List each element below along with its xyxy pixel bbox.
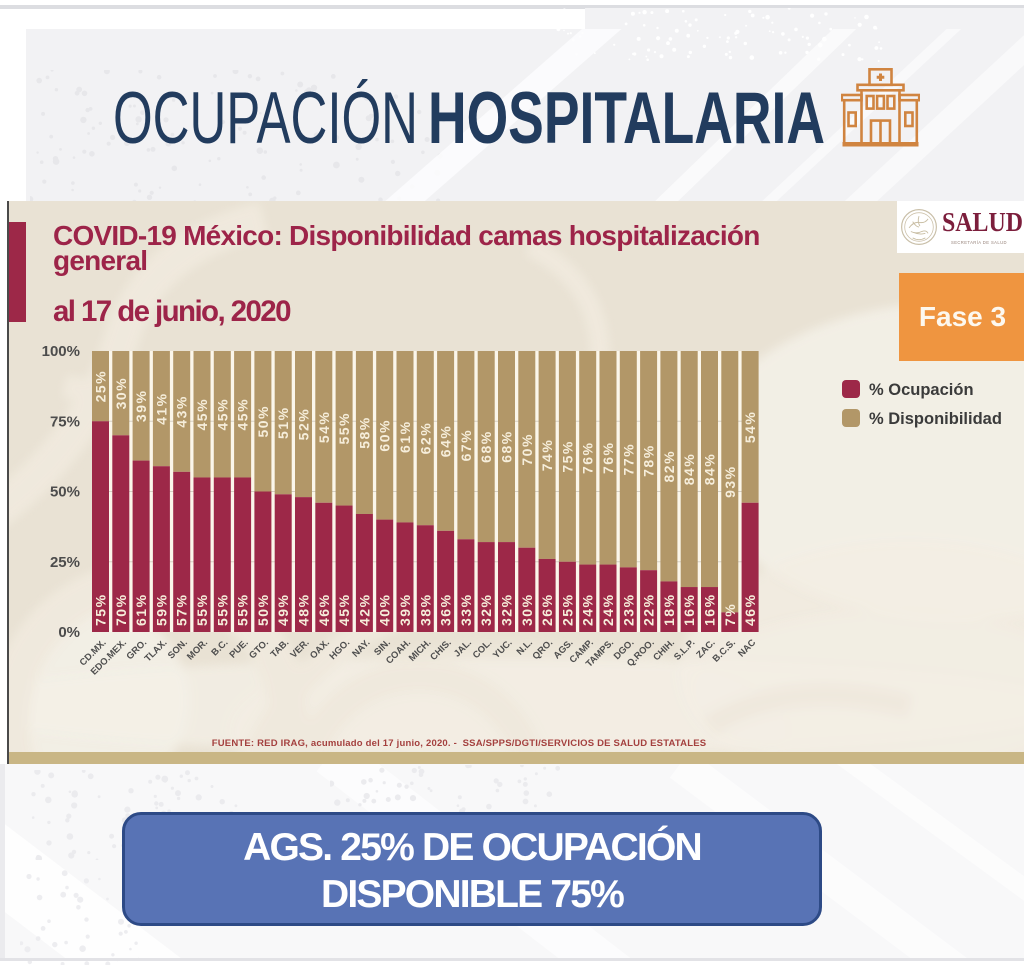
svg-text:75%: 75% (93, 593, 109, 626)
svg-text:CHIH.: CHIH. (650, 637, 676, 663)
svg-text:NAY.: NAY. (350, 637, 372, 659)
svg-text:55%: 55% (214, 593, 230, 626)
svg-text:32%: 32% (499, 593, 515, 626)
svg-text:70%: 70% (519, 433, 535, 466)
svg-text:MOR.: MOR. (184, 637, 209, 662)
svg-text:82%: 82% (661, 450, 677, 483)
svg-text:50%: 50% (255, 405, 271, 438)
svg-text:30%: 30% (113, 377, 129, 410)
svg-text:HOSPITALARIA: HOSPITALARIA (428, 77, 825, 158)
svg-text:B.C.S.: B.C.S. (710, 637, 737, 664)
svg-text:57%: 57% (174, 593, 190, 626)
svg-text:50%: 50% (50, 484, 80, 501)
svg-text:24%: 24% (600, 593, 616, 626)
svg-text:45%: 45% (235, 398, 251, 431)
svg-text:59%: 59% (153, 593, 169, 626)
svg-text:B.C.: B.C. (209, 637, 230, 658)
svg-text:68%: 68% (478, 430, 494, 463)
svg-text:32%: 32% (478, 593, 494, 626)
svg-text:S.L.P.: S.L.P. (671, 637, 696, 662)
svg-text:49%: 49% (275, 593, 291, 626)
svg-text:76%: 76% (600, 442, 616, 475)
svg-text:SALUD: SALUD (942, 207, 1023, 237)
svg-text:TAB.: TAB. (268, 637, 291, 660)
svg-text:48%: 48% (296, 593, 312, 626)
svg-text:30%: 30% (519, 593, 535, 626)
svg-text:84%: 84% (681, 453, 697, 486)
svg-text:16%: 16% (702, 593, 718, 626)
svg-text:TLAX.: TLAX. (142, 637, 169, 664)
svg-text:22%: 22% (641, 593, 657, 626)
svg-text:38%: 38% (417, 593, 433, 626)
svg-text:OCUPACIÓN: OCUPACIÓN (113, 77, 418, 158)
svg-text:58%: 58% (356, 416, 372, 449)
svg-text:64%: 64% (438, 425, 454, 458)
svg-text:46%: 46% (742, 593, 758, 626)
svg-text:42%: 42% (356, 593, 372, 626)
svg-text:NAC: NAC (735, 636, 757, 658)
svg-text:PUE.: PUE. (227, 637, 250, 660)
svg-text:VER.: VER. (288, 637, 311, 660)
svg-text:25%: 25% (93, 370, 109, 403)
svg-text:40%: 40% (377, 593, 393, 626)
svg-text:7%: 7% (722, 603, 738, 626)
svg-text:52%: 52% (296, 408, 312, 441)
svg-text:25%: 25% (559, 593, 575, 626)
svg-text:41%: 41% (153, 392, 169, 425)
svg-text:GTO.: GTO. (246, 637, 270, 661)
svg-text:CHIS.: CHIS. (428, 637, 453, 662)
svg-text:33%: 33% (458, 593, 474, 626)
svg-text:26%: 26% (539, 593, 555, 626)
svg-text:70%: 70% (113, 593, 129, 626)
svg-text:HGO.: HGO. (327, 637, 352, 662)
svg-text:60%: 60% (377, 419, 393, 452)
svg-text:18%: 18% (661, 593, 677, 626)
svg-text:75%: 75% (559, 440, 575, 473)
svg-text:25%: 25% (50, 554, 80, 571)
svg-text:0%: 0% (58, 624, 80, 641)
svg-text:36%: 36% (438, 593, 454, 626)
svg-text:67%: 67% (458, 429, 474, 462)
svg-text:QRO.: QRO. (530, 637, 555, 662)
svg-text:YUC.: YUC. (490, 637, 514, 661)
svg-text:JAL.: JAL. (451, 637, 473, 659)
svg-text:39%: 39% (397, 593, 413, 626)
svg-text:76%: 76% (580, 442, 596, 475)
svg-text:OAX.: OAX. (307, 637, 331, 661)
svg-text:MICH.: MICH. (406, 637, 433, 664)
svg-text:78%: 78% (641, 444, 657, 477)
svg-text:45%: 45% (214, 398, 230, 431)
svg-text:74%: 74% (539, 439, 555, 472)
svg-text:45%: 45% (194, 398, 210, 431)
svg-text:55%: 55% (194, 593, 210, 626)
svg-text:39%: 39% (133, 390, 149, 423)
svg-text:55%: 55% (336, 412, 352, 445)
svg-text:54%: 54% (742, 411, 758, 444)
svg-text:68%: 68% (499, 430, 515, 463)
svg-text:84%: 84% (702, 453, 718, 486)
svg-text:46%: 46% (316, 593, 332, 626)
svg-text:77%: 77% (620, 443, 636, 476)
svg-text:SON.: SON. (165, 637, 189, 661)
svg-text:54%: 54% (316, 411, 332, 444)
svg-text:16%: 16% (681, 593, 697, 626)
svg-text:100%: 100% (42, 343, 80, 360)
svg-text:43%: 43% (174, 395, 190, 428)
svg-text:45%: 45% (336, 593, 352, 626)
svg-text:51%: 51% (275, 406, 291, 439)
svg-text:COL.: COL. (470, 637, 494, 661)
svg-text:55%: 55% (235, 593, 251, 626)
svg-text:50%: 50% (255, 593, 271, 626)
svg-text:61%: 61% (397, 420, 413, 453)
svg-text:61%: 61% (133, 593, 149, 626)
svg-text:23%: 23% (620, 593, 636, 626)
svg-text:62%: 62% (417, 422, 433, 455)
svg-text:93%: 93% (722, 465, 738, 498)
svg-text:75%: 75% (50, 413, 80, 430)
svg-text:24%: 24% (580, 593, 596, 626)
